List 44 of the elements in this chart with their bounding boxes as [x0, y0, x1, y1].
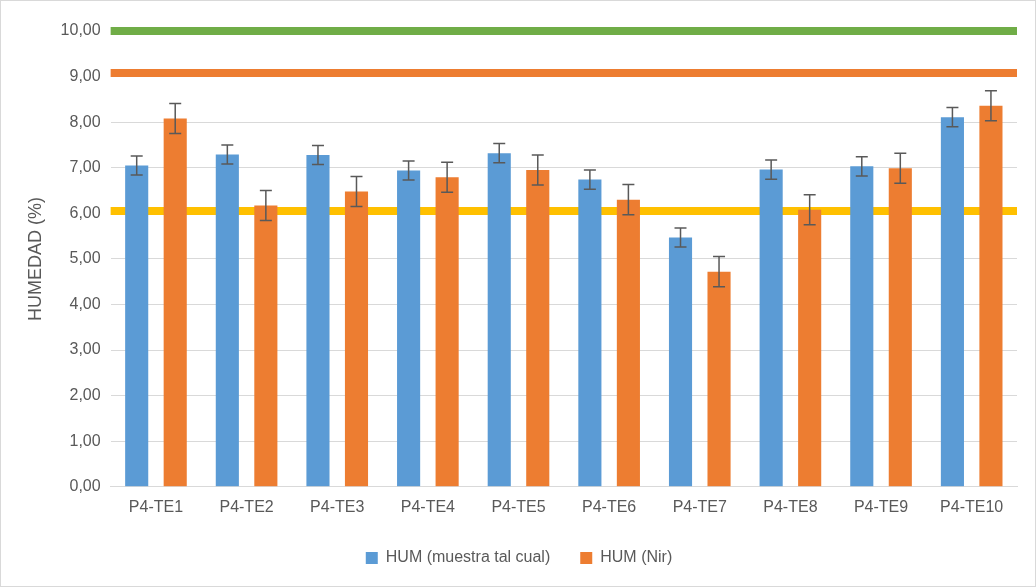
x-tick-label: P4-TE10: [940, 497, 1004, 515]
y-tick-label: 10,00: [60, 21, 101, 39]
bar: [306, 154, 330, 487]
y-tick-label: 8,00: [69, 112, 101, 130]
x-tick-label: P4-TE8: [763, 497, 818, 515]
x-tick-label: P4-TE7: [672, 497, 727, 515]
x-tick-label: P4-TE9: [853, 497, 909, 515]
bar: [759, 169, 783, 487]
x-tick-label: P4-TE6: [582, 497, 637, 515]
legend-label: HUM (muestra tal cual): [385, 548, 551, 566]
x-tick-label: P4-TE5: [491, 497, 546, 515]
y-tick-label: 1,00: [69, 431, 101, 449]
bar: [397, 170, 421, 487]
x-tick-label: P4-TE2: [219, 497, 274, 515]
x-tick-label: P4-TE3: [310, 497, 365, 515]
bar: [707, 271, 731, 487]
bar: [487, 153, 511, 487]
bar: [940, 117, 964, 487]
bar: [215, 154, 239, 487]
y-tick-label: 5,00: [69, 249, 101, 267]
bar: [616, 199, 640, 487]
y-tick-label: 7,00: [69, 158, 101, 176]
bar: [435, 177, 459, 487]
y-tick-label: 2,00: [69, 386, 101, 404]
y-tick-label: 9,00: [69, 66, 101, 84]
bar: [163, 118, 187, 487]
y-axis-title: HUMEDAD (%): [24, 196, 45, 321]
y-tick-label: 4,00: [69, 294, 101, 312]
bar: [578, 179, 602, 487]
bar: [526, 170, 550, 487]
y-tick-label: 6,00: [69, 203, 101, 221]
x-tick-label: P4-TE4: [400, 497, 456, 515]
bar: [850, 166, 874, 487]
x-tick-label: P4-TE1: [128, 497, 184, 515]
y-tick-label: 0,00: [69, 477, 101, 495]
bar: [344, 191, 369, 487]
bar: [125, 165, 149, 487]
bar: [254, 205, 278, 487]
bar: [979, 105, 1003, 487]
bar: [668, 237, 693, 487]
y-tick-label: 3,00: [69, 340, 101, 358]
legend-label: HUM (Nir): [600, 548, 673, 566]
bar: [798, 209, 822, 487]
bar: [888, 168, 912, 487]
